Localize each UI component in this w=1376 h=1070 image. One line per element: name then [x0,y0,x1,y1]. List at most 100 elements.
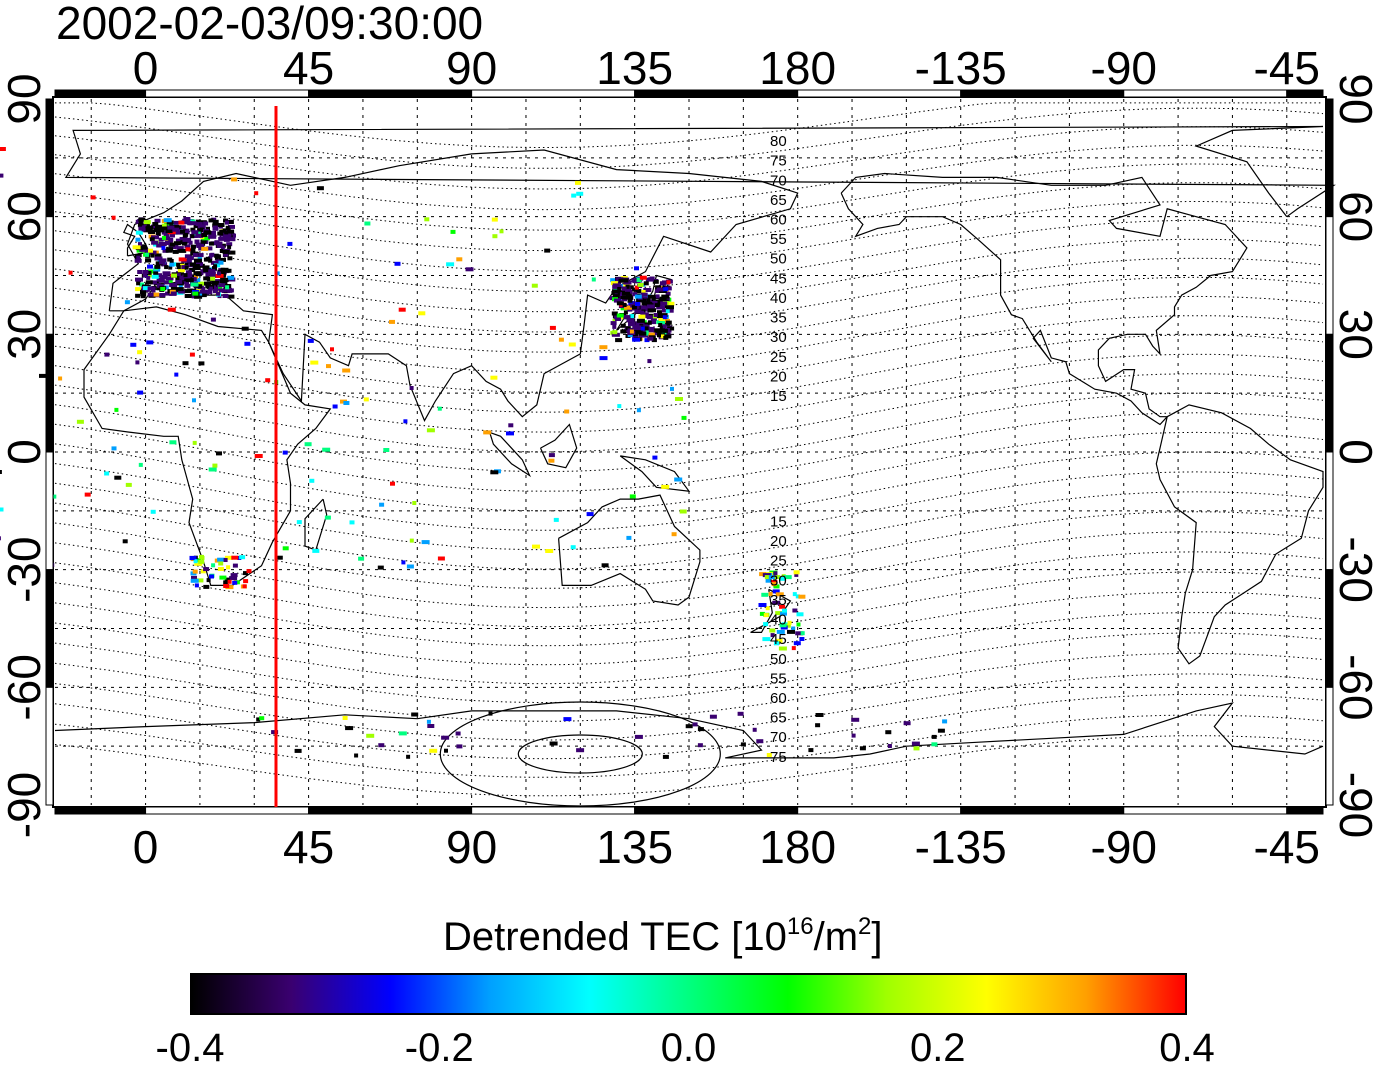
tec-point [625,288,632,293]
tec-point [773,584,780,589]
tec-point [766,753,772,757]
contour-label: 15 [770,514,787,531]
tec-point [216,271,221,276]
tec-point [632,292,638,297]
magnetic-contour [54,276,1324,353]
tec-point [39,373,47,378]
lat-tick-label-right: 30 [1330,309,1376,360]
tec-point [675,397,683,401]
magnetic-contour [54,107,1324,169]
tec-point [168,265,173,270]
tec-point [778,646,787,651]
tec-point [227,275,235,280]
tec-point [636,318,645,323]
tec-point [208,256,213,260]
tec-point [793,570,800,575]
tec-point [655,328,663,333]
tec-point [654,303,660,308]
tec-point [227,579,232,584]
tec-point [207,271,216,276]
tec-point [156,277,165,282]
tec-point [218,260,224,265]
tec-point [282,450,288,455]
tec-point [163,280,169,285]
magnetic-contour [54,531,1324,609]
contour-label: 20 [770,533,787,550]
tec-point [160,258,167,263]
tec-point [553,517,559,522]
lat-tick-label-right: -60 [1330,654,1376,720]
tec-point [124,300,130,305]
tec-point [150,280,157,285]
contour-label: 80 [770,133,787,150]
tec-point [770,633,775,638]
contour-label: 75 [770,749,787,766]
tec-point [156,228,165,233]
tec-point [358,556,365,561]
tec-point [612,283,620,288]
tec-point [421,540,430,545]
contour-label: 35 [770,310,787,327]
tec-point [181,280,190,285]
tec-point [364,221,371,226]
tec-point [186,256,194,261]
tec-point [617,287,622,291]
tec-point [183,273,188,278]
tec-point [759,572,767,577]
tec-point [575,180,581,185]
tec-point [775,592,784,597]
tec-point [161,230,168,235]
colorbar-title-exponent: 16 [786,913,814,940]
tec-point [147,273,152,278]
tec-point [641,301,647,306]
tec-point [227,229,235,234]
tec-point [76,419,84,424]
tec-point [635,289,642,293]
lon-tick-label-bottom: -45 [1254,821,1320,873]
tec-point [145,258,152,263]
tec-point [175,276,180,280]
tec-point [210,252,215,257]
tec-point [175,238,184,243]
tec-point [197,228,204,233]
tec-point [146,275,151,280]
tec-point [168,237,174,242]
tec-point [150,509,156,514]
tec-point [662,324,667,329]
tec-point [178,248,187,253]
tec-point [640,292,648,297]
tec-point [779,604,786,609]
tec-point [692,722,698,727]
tec-point [389,319,395,324]
contour-label: 20 [770,368,787,385]
tec-point [611,332,620,337]
tec-point [178,289,186,294]
tec-point [610,281,618,286]
tec-point [227,256,233,261]
tec-point [225,585,234,590]
tec-point [310,360,319,365]
tec-point [156,273,162,278]
tec-point [164,265,169,270]
tec-point [641,290,646,294]
tec-point [226,242,233,247]
tec-point [783,575,792,580]
tec-point [191,244,196,249]
tec-point [275,271,280,276]
tec-point [244,341,251,346]
tec-point [144,252,149,257]
tec-point [163,218,172,223]
tec-point [418,311,426,316]
tec-point [768,592,773,596]
tec-point [224,555,233,560]
lon-axis-bar-bottom [145,806,310,815]
tec-point [426,719,431,724]
tec-point [138,242,142,247]
lat-axis-bar-right [1325,686,1334,806]
tec-point [212,463,218,468]
tec-point [228,224,235,229]
tec-point [697,743,703,748]
tec-point [911,741,920,746]
tec-point [208,467,217,472]
tec-point [450,229,456,234]
